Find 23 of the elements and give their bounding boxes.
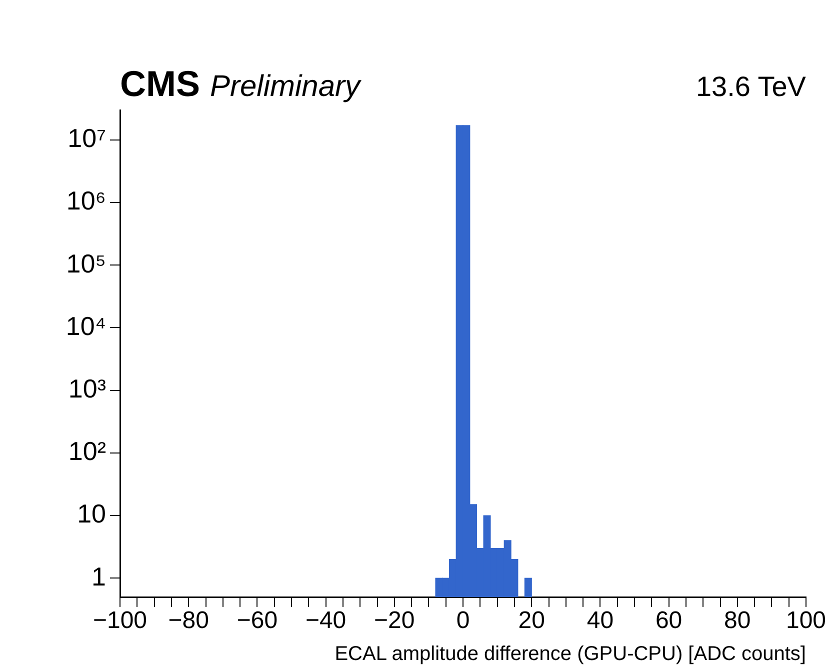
chart-subtitle: Preliminary <box>210 70 362 103</box>
x-tick-label: −20 <box>374 607 415 634</box>
x-tick-label: 60 <box>655 607 682 634</box>
y-tick-label: 10 <box>77 498 106 529</box>
y-tick-label: 10³ <box>68 373 106 404</box>
y-tick-label: 10⁵ <box>66 248 106 278</box>
y-tick-label: 10⁴ <box>66 310 106 341</box>
x-axis-title: ECAL amplitude difference (GPU-CPU) [ADC counts] <box>334 643 806 665</box>
text: 13.6 TeV <box>696 71 806 102</box>
x-tick-label: −40 <box>305 607 346 634</box>
y-tick-label: 10² <box>68 436 106 466</box>
x-tick-label: 40 <box>586 607 614 634</box>
x-tick-label: −60 <box>236 607 278 634</box>
y-tick-label: 1 <box>92 561 106 592</box>
y-tick-label: 10⁷ <box>68 123 106 154</box>
x-tick-label: 100 <box>786 607 826 634</box>
chart-title: CMS <box>120 63 200 104</box>
x-tick-label: −80 <box>168 607 209 634</box>
x-tick-label: 0 <box>456 607 470 634</box>
x-tick-label: −100 <box>92 607 148 634</box>
y-tick-label: 10⁶ <box>66 186 106 216</box>
x-tick-label: 20 <box>518 607 545 634</box>
x-tick-label: 80 <box>724 607 751 634</box>
